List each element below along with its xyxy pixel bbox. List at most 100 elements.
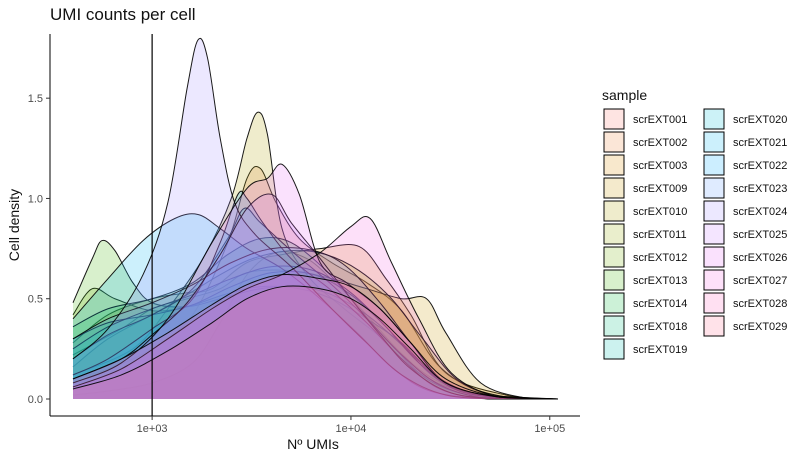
y-tick-label: 0.5 — [28, 294, 43, 306]
legend-key-swatch — [603, 315, 625, 337]
legend-key-bg — [604, 132, 624, 152]
density-area-scrEXT010 — [73, 112, 558, 400]
legend-key-bg — [604, 316, 624, 336]
legend-key-bg — [704, 201, 724, 221]
density-area-scrEXT025 — [73, 193, 558, 399]
legend-key-swatch — [703, 246, 725, 268]
legend-key-swatch — [603, 292, 625, 314]
legend-item: scrEXT029 — [703, 315, 787, 337]
legend-label: scrEXT013 — [633, 275, 687, 287]
legend-item: scrEXT026 — [703, 246, 787, 268]
legend-key-swatch — [603, 177, 625, 199]
x-axis-title: Nº UMIs — [287, 436, 339, 452]
legend-key-bg — [604, 224, 624, 244]
legend: scrEXT001 scrEXT002 scrEXT003 scrEXT009 scrE… — [603, 108, 787, 360]
legend-key-swatch — [603, 338, 625, 360]
legend-key-bg — [604, 155, 624, 175]
x-tick-label: 1e+05 — [534, 423, 565, 435]
density-area-scrEXT028 — [73, 274, 558, 399]
density-area-scrEXT019 — [73, 266, 558, 399]
y-tick-label: 1.5 — [28, 93, 43, 105]
density-area-scrEXT011 — [73, 250, 558, 399]
legend-key-bg — [604, 339, 624, 359]
legend-key-bg — [704, 132, 724, 152]
legend-label: scrEXT010 — [633, 206, 687, 218]
legend-item: scrEXT021 — [703, 131, 787, 153]
legend-item: scrEXT020 — [703, 108, 787, 130]
density-line-scrEXT026 — [72, 163, 559, 400]
legend-key-swatch — [603, 131, 625, 153]
legend-key-bg — [704, 109, 724, 129]
density-area-scrEXT026 — [73, 163, 558, 399]
density-area-scrEXT002 — [73, 166, 558, 399]
legend-item: scrEXT003 — [603, 154, 687, 176]
legend-item: scrEXT013 — [603, 269, 687, 291]
legend-item: scrEXT022 — [703, 154, 787, 176]
x-tick-label: 1e+03 — [137, 423, 168, 435]
legend-label: scrEXT029 — [733, 321, 787, 333]
legend-key-swatch — [603, 223, 625, 245]
density-area-scrEXT029 — [73, 286, 558, 399]
legend-item: scrEXT011 — [603, 223, 687, 245]
density-line-scrEXT013 — [72, 239, 559, 400]
y-tick-label: 0.0 — [28, 394, 43, 406]
legend-key-swatch — [603, 108, 625, 130]
legend-item: scrEXT018 — [603, 315, 687, 337]
legend-key-swatch — [703, 315, 725, 337]
legend-key-bg — [604, 201, 624, 221]
density-area-scrEXT013 — [73, 240, 558, 399]
legend-label: scrEXT002 — [633, 137, 687, 149]
legend-key-swatch — [603, 200, 625, 222]
legend-label: scrEXT022 — [733, 160, 787, 172]
legend-label: scrEXT027 — [733, 275, 787, 287]
legend-key-bg — [604, 293, 624, 313]
density-line-scrEXT027 — [72, 215, 559, 400]
legend-label: scrEXT018 — [633, 321, 687, 333]
legend-label: scrEXT025 — [733, 229, 787, 241]
legend-item: scrEXT028 — [703, 292, 787, 314]
legend-key-bg — [704, 224, 724, 244]
legend-label: scrEXT011 — [633, 229, 687, 241]
legend-key-swatch — [703, 131, 725, 153]
legend-key-bg — [704, 316, 724, 336]
legend-key-swatch — [703, 177, 725, 199]
density-area-scrEXT021 — [73, 213, 558, 399]
plot-area — [72, 34, 559, 416]
legend-label: scrEXT026 — [733, 252, 787, 264]
density-area-scrEXT001 — [73, 251, 558, 399]
density-area-scrEXT009 — [73, 270, 558, 399]
legend-item: scrEXT009 — [603, 177, 687, 199]
legend-item: scrEXT019 — [603, 338, 687, 360]
legend-key-bg — [604, 270, 624, 290]
density-area-scrEXT020 — [73, 208, 558, 399]
density-line-scrEXT024 — [72, 37, 558, 400]
legend-item: scrEXT014 — [603, 292, 687, 314]
legend-label: scrEXT003 — [633, 160, 687, 172]
y-axis-title: Cell density — [6, 189, 22, 261]
legend-key-swatch — [703, 200, 725, 222]
density-area-scrEXT024 — [73, 38, 558, 400]
chart-title: UMI counts per cell — [50, 5, 196, 24]
legend-key-bg — [704, 270, 724, 290]
legend-label: scrEXT012 — [633, 252, 687, 264]
legend-key-swatch — [603, 246, 625, 268]
legend-item: scrEXT001 — [603, 108, 687, 130]
density-line-scrEXT020 — [72, 207, 558, 400]
density-area-scrEXT023 — [73, 247, 558, 399]
legend-key-bg — [604, 247, 624, 267]
density-line-scrEXT028 — [72, 273, 559, 400]
legend-title: sample — [602, 87, 647, 103]
y-tick-label: 1.0 — [28, 193, 43, 205]
x-tick-label: 1e+04 — [335, 423, 366, 435]
legend-key-swatch — [703, 108, 725, 130]
legend-item: scrEXT025 — [703, 223, 787, 245]
axes: 0.0 0.5 1.0 1.5 1e+03 1e+04 1e+05 — [28, 34, 580, 435]
legend-key-bg — [704, 247, 724, 267]
legend-key-bg — [704, 293, 724, 313]
legend-key-bg — [604, 109, 624, 129]
density-area-scrEXT014 — [73, 237, 558, 399]
legend-item: scrEXT002 — [603, 131, 687, 153]
density-line-scrEXT029 — [72, 285, 559, 400]
